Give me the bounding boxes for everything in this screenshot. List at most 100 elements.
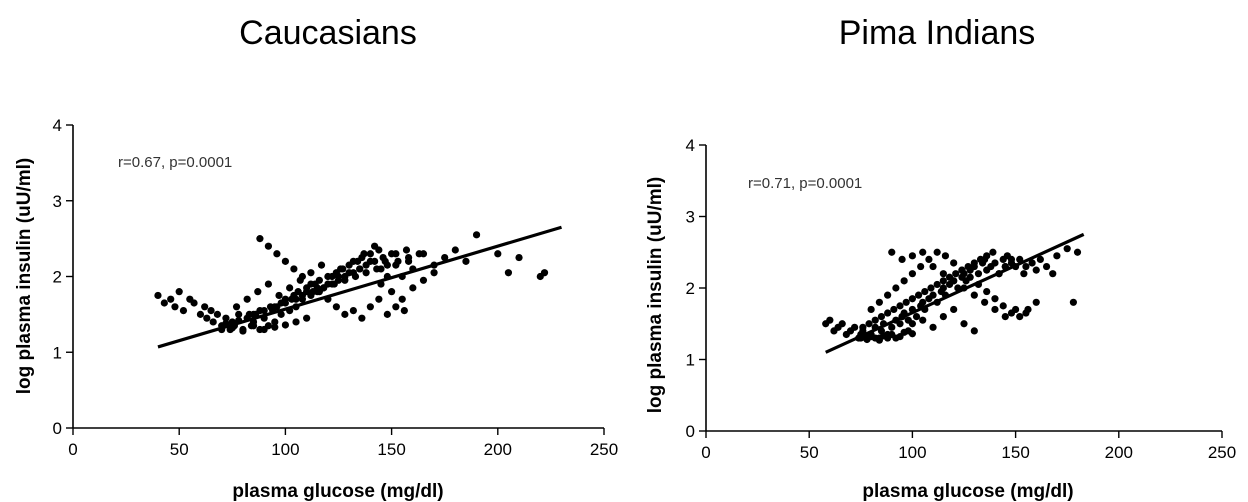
data-point <box>345 269 353 277</box>
x-tick-label: 0 <box>701 443 710 462</box>
data-point <box>1049 270 1057 278</box>
data-point <box>160 299 168 307</box>
data-point <box>472 231 481 239</box>
data-point <box>366 250 374 258</box>
data-point <box>970 327 978 335</box>
data-point <box>851 323 859 331</box>
data-point <box>981 298 989 306</box>
data-point <box>1063 245 1071 253</box>
data-point <box>243 295 251 303</box>
data-point <box>1022 262 1030 271</box>
x-tick-label: 100 <box>898 443 926 462</box>
data-point <box>290 265 298 273</box>
data-point <box>976 255 985 263</box>
data-point <box>941 252 950 260</box>
correlation-annotation: r=0.71, p=0.0001 <box>748 175 862 192</box>
data-point <box>196 310 205 318</box>
data-point <box>939 270 947 278</box>
x-tick-label: 150 <box>377 440 405 459</box>
data-point <box>515 253 523 262</box>
data-point <box>360 250 368 258</box>
data-point <box>275 291 283 300</box>
data-point <box>1069 298 1077 306</box>
data-point <box>430 269 438 277</box>
data-point <box>960 320 968 328</box>
y-tick-label: 3 <box>686 208 695 227</box>
data-point <box>271 323 279 331</box>
data-point <box>175 288 183 296</box>
data-point <box>991 259 999 267</box>
data-point <box>362 269 370 277</box>
data-point <box>958 266 966 274</box>
data-point <box>392 250 400 258</box>
data-point <box>249 310 258 318</box>
x-tick-label: 250 <box>590 440 618 459</box>
data-point <box>203 314 211 322</box>
data-point <box>154 291 162 300</box>
data-point <box>964 262 972 271</box>
data-point <box>292 318 300 326</box>
data-point <box>273 250 281 258</box>
data-point <box>912 313 921 321</box>
data-point <box>451 246 459 254</box>
data-point <box>927 284 935 292</box>
data-point <box>254 288 262 296</box>
x-tick-label: 50 <box>800 443 819 462</box>
data-point <box>896 320 904 328</box>
data-point <box>381 257 389 265</box>
x-tick-label: 200 <box>1105 443 1133 462</box>
correlation-annotation: r=0.67, p=0.0001 <box>118 154 232 171</box>
data-point <box>929 262 937 271</box>
data-point <box>838 320 846 328</box>
data-point <box>877 313 886 321</box>
data-point <box>974 270 983 278</box>
data-point <box>921 287 929 296</box>
data-point <box>281 321 289 329</box>
data-point <box>373 265 381 273</box>
data-point <box>324 280 332 288</box>
chart-title: Pima Indians <box>839 14 1036 52</box>
data-point <box>983 287 991 296</box>
data-point <box>1032 298 1040 306</box>
y-tick-label: 1 <box>686 351 695 370</box>
pima-indians-panel: Pima Indians log plasma insulin (uU/ml) … <box>645 14 1236 502</box>
data-point <box>991 305 999 314</box>
data-point <box>398 295 406 303</box>
data-point <box>902 298 910 306</box>
data-point <box>1020 270 1028 278</box>
data-point <box>970 259 978 267</box>
x-tick-label: 250 <box>1208 443 1236 462</box>
data-point <box>1022 309 1030 317</box>
data-point <box>249 322 258 330</box>
data-point <box>239 327 247 335</box>
regression-line <box>157 225 562 349</box>
data-point <box>351 272 360 281</box>
data-point <box>898 255 906 263</box>
data-point <box>375 295 383 303</box>
data-point <box>826 316 834 324</box>
data-point <box>315 276 323 284</box>
data-point <box>339 265 347 273</box>
y-tick-label: 2 <box>53 268 62 287</box>
data-point <box>999 302 1007 310</box>
data-point <box>540 269 549 277</box>
data-point <box>201 303 209 311</box>
data-point <box>392 303 400 311</box>
data-point <box>1028 259 1036 267</box>
x-axis-label: plasma glucose (mg/dl) <box>862 481 1073 502</box>
data-point <box>896 302 904 310</box>
data-point <box>933 248 941 256</box>
data-point <box>462 257 470 265</box>
data-point <box>315 288 323 296</box>
data-point <box>366 257 374 265</box>
data-point <box>914 291 923 299</box>
regression-line <box>825 232 1085 354</box>
data-point <box>888 323 896 331</box>
data-point <box>209 318 217 326</box>
y-tick-label: 0 <box>53 419 62 438</box>
x-tick-label: 0 <box>68 440 77 459</box>
data-point <box>865 320 873 328</box>
data-point <box>1012 305 1020 314</box>
data-point <box>190 299 198 307</box>
data-point <box>494 250 502 258</box>
